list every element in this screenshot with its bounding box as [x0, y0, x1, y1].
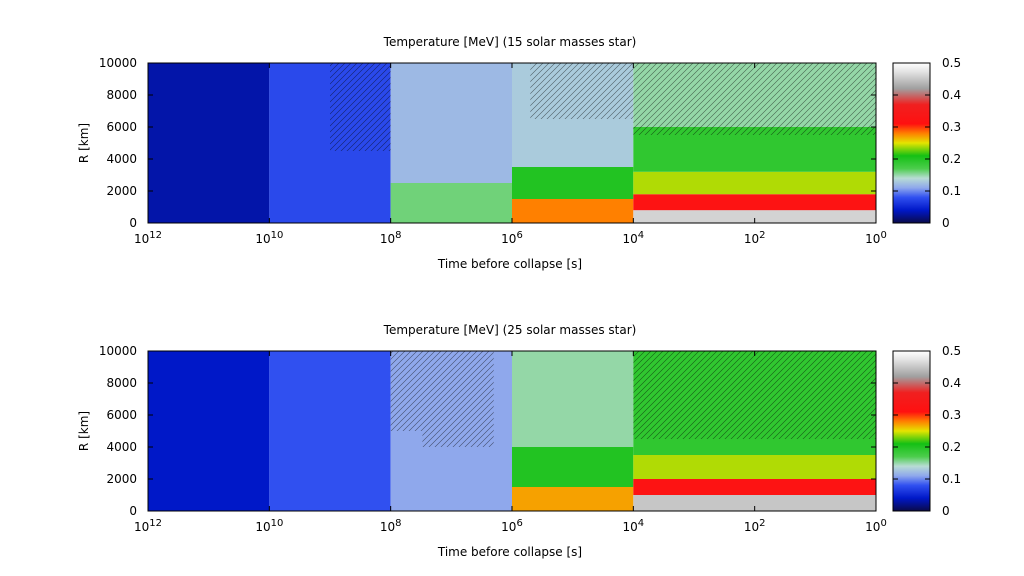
colorbar-tick-label: 0.1 — [942, 184, 961, 198]
panel-15-solar-masses: Temperature [MeV] (15 solar masses star)… — [77, 35, 961, 271]
colorbar-tick-label: 0.2 — [942, 440, 961, 454]
hatch-region — [530, 63, 634, 119]
heat-cell — [633, 479, 876, 495]
colorbar-tick-label: 0 — [942, 504, 950, 518]
hatch-region — [330, 63, 391, 151]
x-tick-label: 102 — [744, 230, 766, 246]
y-tick-label: 8000 — [106, 376, 137, 390]
x-tick-label: 106 — [501, 518, 523, 534]
y-axis-label: R [km] — [77, 411, 91, 451]
heat-cell — [633, 210, 876, 223]
heat-cell — [633, 455, 876, 479]
heat-cell — [633, 171, 876, 195]
hatch-region — [633, 63, 876, 135]
hatch-region — [390, 351, 423, 431]
heat-cell — [512, 351, 634, 447]
y-tick-label: 2000 — [106, 472, 137, 486]
x-tick-label: 1012 — [134, 518, 162, 534]
y-tick-label: 6000 — [106, 120, 137, 134]
y-tick-label: 10000 — [99, 56, 137, 70]
colorbar-tick-label: 0.5 — [942, 56, 961, 70]
panel-25-solar-masses: Temperature [MeV] (25 solar masses star)… — [77, 323, 961, 559]
x-tick-label: 108 — [380, 518, 402, 534]
colorbar-tick-label: 0.5 — [942, 344, 961, 358]
heat-cell — [633, 495, 876, 511]
chart-title: Temperature [MeV] (15 solar masses star) — [383, 35, 637, 49]
colorbar-tick-label: 0.2 — [942, 152, 961, 166]
x-tick-label: 1012 — [134, 230, 162, 246]
colorbar-scale — [892, 350, 931, 512]
heat-cell — [148, 63, 270, 223]
x-axis-label: Time before collapse [s] — [437, 545, 582, 559]
heat-cell — [512, 167, 634, 199]
x-tick-label: 1010 — [255, 518, 283, 534]
colorbar-tick-label: 0 — [942, 216, 950, 230]
x-axis-label: Time before collapse [s] — [437, 257, 582, 271]
heat-cell — [512, 487, 634, 511]
y-tick-label: 8000 — [106, 88, 137, 102]
hatch-region — [422, 351, 494, 447]
hatch-region — [633, 351, 876, 439]
y-tick-label: 10000 — [99, 344, 137, 358]
x-tick-label: 1010 — [255, 230, 283, 246]
colorbar-tick-label: 0.1 — [942, 472, 961, 486]
x-tick-label: 102 — [744, 518, 766, 534]
heat-cell — [633, 194, 876, 211]
x-tick-label: 104 — [623, 230, 645, 246]
x-tick-label: 106 — [501, 230, 523, 246]
heat-cell — [148, 351, 270, 511]
x-tick-label: 108 — [380, 230, 402, 246]
y-tick-label: 0 — [129, 216, 137, 230]
heat-cell — [512, 447, 634, 487]
colorbar-tick-label: 0.4 — [942, 376, 961, 390]
heat-cell — [390, 183, 512, 223]
heat-cell — [390, 63, 512, 183]
y-tick-label: 2000 — [106, 184, 137, 198]
colorbar-tick-label: 0.4 — [942, 88, 961, 102]
x-tick-label: 100 — [865, 518, 887, 534]
y-tick-label: 4000 — [106, 152, 137, 166]
chart-title: Temperature [MeV] (25 solar masses star) — [383, 323, 637, 337]
y-tick-label: 4000 — [106, 440, 137, 454]
heat-cell — [269, 351, 391, 511]
heat-cell — [512, 199, 634, 223]
y-axis-label: R [km] — [77, 123, 91, 163]
y-tick-label: 6000 — [106, 408, 137, 422]
colorbar-scale — [892, 62, 931, 224]
x-tick-label: 100 — [865, 230, 887, 246]
colorbar-tick-label: 0.3 — [942, 120, 961, 134]
x-tick-label: 104 — [623, 518, 645, 534]
colorbar-tick-label: 0.3 — [942, 408, 961, 422]
y-tick-label: 0 — [129, 504, 137, 518]
